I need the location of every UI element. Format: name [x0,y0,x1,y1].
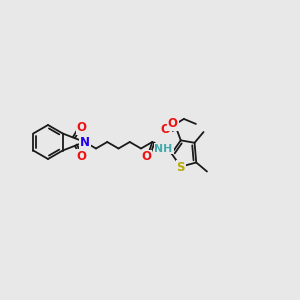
Text: S: S [176,161,185,174]
Text: O: O [77,121,87,134]
Text: O: O [168,117,178,130]
Text: NH: NH [154,143,173,154]
Text: O: O [77,150,87,163]
Text: O: O [141,151,151,164]
Text: O: O [160,124,171,136]
Text: N: N [80,136,90,148]
